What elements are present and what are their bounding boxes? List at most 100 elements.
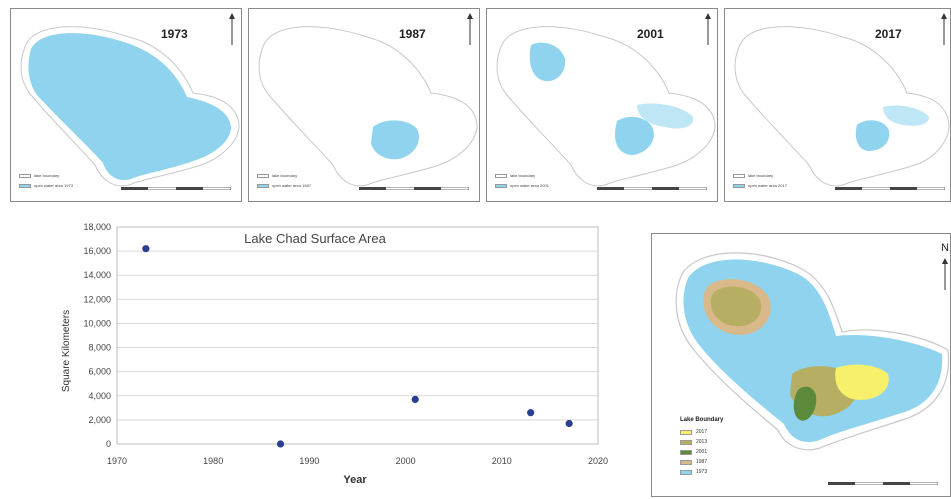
legend-label: 1987 [696,459,708,465]
water-2001 [710,286,762,327]
open-water-2001-south [614,116,654,155]
legend-label: lake boundary [34,173,60,178]
scale-bar [835,187,945,190]
water-2001-south [793,386,817,421]
data-point-2001 [411,395,419,403]
legend-2017: 2017 [680,429,707,435]
swatch-1987 [680,459,692,465]
map-year-label: 2001 [637,27,664,41]
map-2001 [496,26,716,187]
y-tick-label: 18,000 [83,222,111,232]
x-tick-label: 2010 [492,456,512,466]
north-label: N [941,242,949,254]
x-tick-label: 2000 [396,456,416,466]
north-arrow-icon [941,13,947,45]
y-tick-label: 6,000 [88,367,111,377]
legend-label: lake boundary [272,173,298,178]
open-water-2017-east [883,105,929,126]
legend-boundary: lake boundary [257,173,297,178]
map-panel-1973: 1973 lake boundary open water area 1973 [10,8,242,202]
x-tick-label: 1990 [299,456,319,466]
legend-label: 1973 [696,469,708,475]
y-tick-labels: 0 2,000 4,000 6,000 8,000 10,000 12,000 14,000 1… [83,222,111,449]
water-2017 [835,364,889,400]
north-arrow-icon [229,13,235,45]
open-water-2017 [855,120,890,151]
summary-map [675,252,950,451]
boundary-swatch [495,173,507,178]
water-swatch [733,183,745,188]
map-1973 [20,26,240,187]
scale-bar [597,187,707,190]
legend-label: open water area 2001 [510,183,549,188]
legend-label: lake boundary [748,173,774,178]
open-water-2001-north [529,42,566,82]
legend-label: 2017 [696,429,708,435]
legend-label: 2013 [696,439,708,445]
chart-title: Lake Chad Surface Area [244,231,386,246]
water-swatch [495,183,507,188]
y-tick-label: 16,000 [83,246,111,256]
swatch-2013 [680,439,692,445]
legend-title: Lake Boundary [680,417,724,423]
y-tick-label: 12,000 [83,294,111,304]
x-tick-label: 1980 [203,456,223,466]
boundary-swatch [19,173,31,178]
swatch-1973 [680,469,692,475]
legend-1987: 1987 [680,459,707,465]
open-water-1973 [28,33,231,181]
legend-water: open water area 1973 [19,183,73,188]
summary-map-panel: N Lake Boundary 2017 2013 2001 1987 1973 [651,233,951,497]
map-2017 [734,26,950,187]
boundary-swatch [257,173,269,178]
data-point-1987 [276,440,285,448]
legend-label: open water area 1987 [272,183,311,188]
scale-bar [121,187,231,190]
lake-boundary [20,26,240,187]
map-panel-2001: 2001 lake boundary open water area 2001 [486,8,718,202]
legend-water: open water area 1987 [257,183,311,188]
water-swatch [257,183,269,188]
swatch-2001 [680,449,692,455]
scale-bar [828,482,938,485]
north-arrow-icon [942,258,948,290]
y-tick-label: 8,000 [88,343,111,353]
legend-label: lake boundary [510,173,536,178]
lake-boundary [675,252,950,451]
legend-label: open water area 1973 [34,183,73,188]
open-water-1987 [371,120,419,160]
map-panel-1987: 1987 lake boundary open water area 1987 [248,8,480,202]
x-tick-label: 1970 [107,456,127,466]
legend-2013: 2013 [680,439,707,445]
north-arrow-icon [705,13,711,45]
legend-water: open water area 2017 [733,183,787,188]
boundary-swatch [733,173,745,178]
plot-frame [116,226,599,445]
legend-label: 2001 [696,449,708,455]
map-panel-2017: 2017 lake boundary open water area 2017 [724,8,951,202]
y-tick-label: 2,000 [88,415,111,425]
data-point-2017 [565,419,573,428]
map-year-label: 1973 [161,27,188,41]
x-tick-labels: 1970 1980 1990 2000 2010 2020 [107,456,608,466]
y-tick-label: 4,000 [88,391,111,401]
water-swatch [19,183,31,188]
surface-area-chart: 0 2,000 4,000 6,000 8,000 10,000 12,000 14,000 1… [61,222,608,486]
grid-lines [116,226,599,445]
legend-water: open water area 2001 [495,183,549,188]
map-year-label: 2017 [875,27,902,41]
map-1987 [258,26,478,187]
lake-boundary [258,26,478,187]
data-point-2013 [527,409,535,417]
north-arrow-icon [467,13,473,45]
scale-bar [359,187,469,190]
x-axis-label: Year [343,474,367,486]
y-tick-label: 0 [106,439,111,449]
swatch-2017 [680,429,692,435]
data-points [142,245,573,448]
data-point-1973 [142,245,150,253]
legend-boundary: lake boundary [19,173,59,178]
y-axis-label: Square Kilometers [61,310,72,392]
y-tick-label: 14,000 [83,270,111,280]
open-water-2001-east [637,103,694,129]
